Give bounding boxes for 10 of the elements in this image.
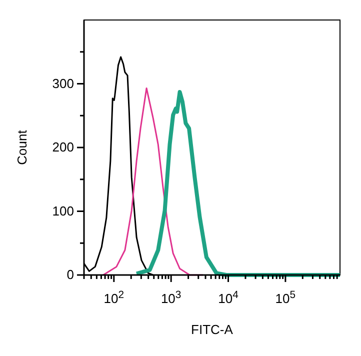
- y-tick-label: 200: [52, 140, 74, 154]
- y-tick-label: 100: [52, 203, 74, 218]
- x-tick-label: 10$^{2}$: [104, 290, 124, 306]
- y-tick-label: 0: [66, 267, 74, 282]
- x-tick-label: 10$^{4}$: [218, 290, 239, 306]
- y-axis-title: Count: [14, 130, 30, 165]
- x-tick-label: 10$^{5}$: [275, 290, 296, 306]
- y-tick-label: 300: [52, 76, 74, 91]
- x-axis-title: FITC-A: [191, 322, 234, 337]
- x-tick-label: 10$^{3}$: [160, 290, 182, 306]
